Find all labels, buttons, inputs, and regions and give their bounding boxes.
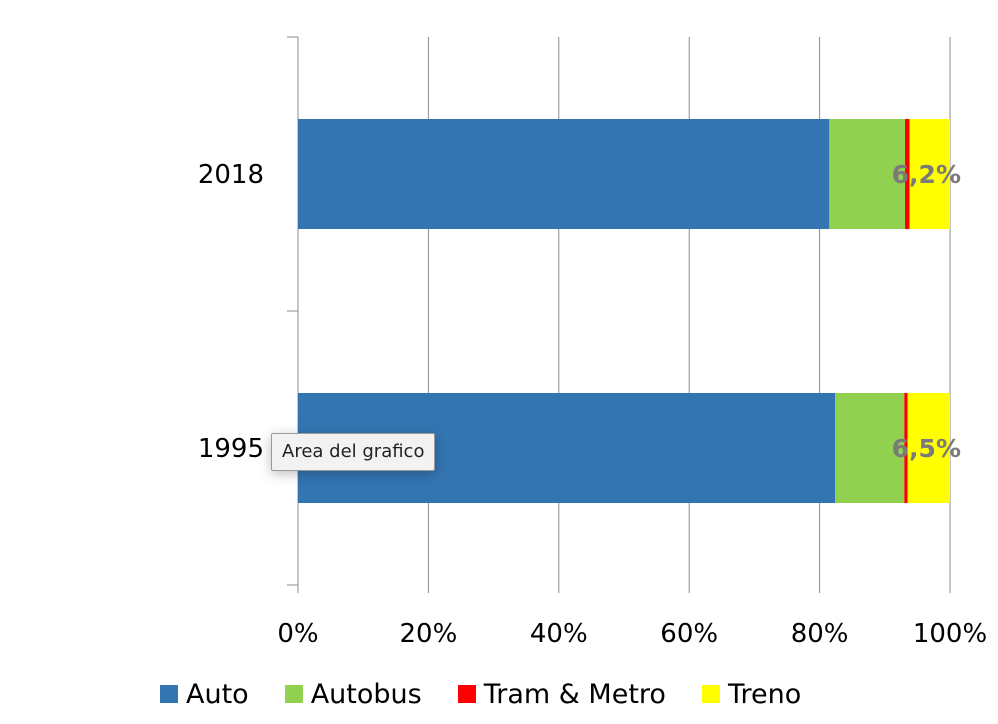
legend-swatch [701, 685, 720, 703]
legend-item[interactable]: Tram & Metro [457, 678, 666, 710]
x-tick-label: 20% [400, 619, 458, 649]
x-tick-label: 40% [530, 619, 588, 649]
legend-item[interactable]: Treno [701, 678, 802, 710]
chart-area-tooltip: Area del grafico [271, 433, 436, 471]
data-label-treno-1995: 6,5% [892, 434, 961, 463]
bar-tram-metro-2018[interactable] [905, 119, 910, 229]
bar-tram-metro-1995[interactable] [904, 393, 908, 503]
x-tick-label: 0% [277, 619, 318, 649]
legend-item[interactable]: Auto [160, 679, 249, 710]
legend-label: Auto [186, 678, 249, 710]
x-tick-label: 100% [913, 619, 987, 649]
chart-legend: Auto Autobus Tram & Metro Treno [160, 674, 801, 714]
bar-treno-2018[interactable] [909, 119, 950, 229]
bar-treno-1995[interactable] [907, 393, 950, 503]
legend-label: Autobus [310, 678, 422, 710]
y-tick-label-1995: 1995 [198, 434, 264, 464]
x-tick-label: 80% [791, 619, 849, 649]
legend-label: Tram & Metro [483, 678, 666, 710]
bar-auto-2018[interactable] [298, 119, 830, 229]
bar-autobus-1995[interactable] [835, 393, 905, 503]
x-tick-label: 60% [660, 619, 718, 649]
legend-swatch [284, 685, 303, 703]
legend-label: Treno [727, 678, 802, 710]
legend-item[interactable]: Autobus [284, 678, 422, 710]
data-label-treno-2018: 6,2% [892, 160, 961, 189]
bar-autobus-2018[interactable] [829, 119, 906, 229]
y-tick-label-2018: 2018 [198, 160, 264, 190]
legend-swatch [457, 685, 476, 703]
legend-swatch [160, 685, 178, 703]
